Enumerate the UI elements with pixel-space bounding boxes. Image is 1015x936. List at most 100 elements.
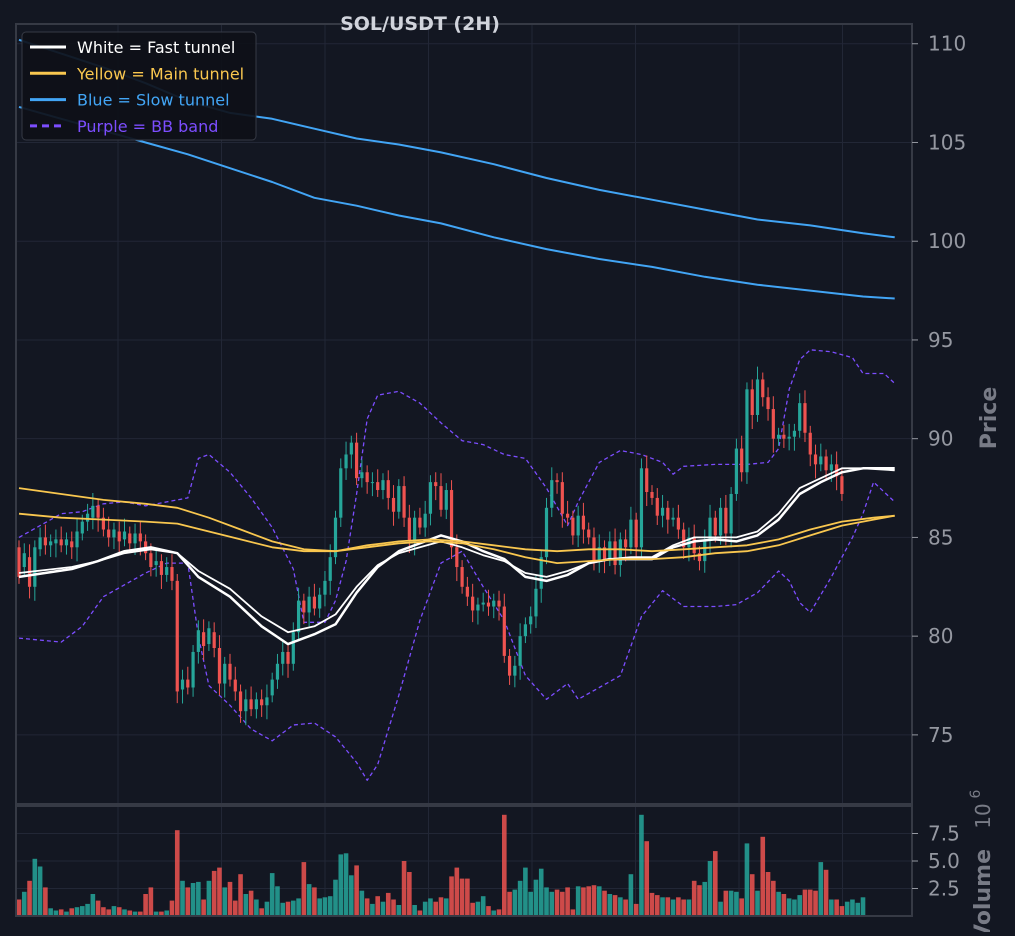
candle-body [471,596,475,611]
candle-body [486,602,491,607]
candle-body [544,507,549,558]
candle [639,458,644,559]
candle [344,441,348,480]
tunnel-lines-layer [18,38,895,646]
volume-bar [412,905,417,916]
candle-body [718,507,723,536]
volume-bar [818,862,824,916]
candle [175,573,179,704]
candle [154,548,158,577]
candle [101,507,105,537]
volume-bar [718,901,723,916]
candle [740,435,744,482]
candle [613,528,617,575]
candle [697,546,702,571]
legend: White = Fast tunnel Yellow = Main tunnel B… [21,31,257,141]
candle-body [64,539,69,546]
candle [54,529,58,558]
volume-bar [528,891,533,916]
volume-bar [138,911,143,916]
volume-bar [95,900,101,916]
candle-body [671,517,675,520]
candle-body [296,600,301,633]
candle [59,526,63,553]
volume-bar [69,908,75,916]
candle-body [386,480,390,498]
volume-bar [860,897,866,916]
candle-body [571,517,575,536]
volume-bar [64,911,69,916]
candle-body [777,434,781,439]
volume-bar [607,894,613,916]
candle [803,390,807,443]
volume-bar [343,853,349,916]
volume-bar [364,898,370,916]
volume-bar [786,898,792,916]
volume-bar [538,868,544,916]
candle-body [492,600,496,607]
volume-bar [443,898,449,916]
candle [777,427,781,446]
volume-bar [517,880,523,916]
candle-body [360,472,364,479]
volume-bar [813,890,818,916]
volume-scale-exponent: 6 [968,789,984,798]
volume-bar [291,900,296,916]
volume-bar [792,899,797,916]
candle-body [286,651,290,664]
volume-bar [549,891,555,916]
candle [750,379,754,430]
candle-body [697,553,702,562]
volume-bar [807,889,813,916]
volume-bar [43,887,48,916]
candle-body [328,557,332,581]
volume-bar [116,907,122,916]
candle-body [101,517,105,530]
legend-entry-label: Blue = Slow tunnel [77,91,230,110]
volume-bar [575,886,581,916]
candle-body [708,517,712,540]
candle-body [655,497,659,516]
volume-bar [196,881,201,916]
volume-bar [222,887,228,916]
candle-body [96,505,100,518]
volume-bar [27,880,32,916]
candle [645,455,649,507]
volume-bar [185,887,191,916]
candle [180,669,185,704]
volume-axis-label: Volume [971,849,996,932]
candle-body [323,580,327,595]
candle [333,510,338,565]
candle [159,554,164,589]
candle-body [260,699,264,706]
volume-bar [523,867,528,916]
volume-bar [312,887,317,916]
volume-tick-label: 2.5 [928,877,960,901]
volume-bar [322,897,328,916]
candle [497,590,501,621]
candle-body [761,379,765,398]
candle-body [54,539,58,544]
volume-bar [707,861,713,916]
price-tick-label: 100 [928,229,966,253]
candle-body [824,456,828,471]
volume-bar [201,899,206,916]
candle-body [613,541,617,566]
candle-body [107,529,111,538]
candle [708,504,712,554]
candle-body [513,665,517,676]
volume-bar [264,901,270,916]
candle [444,483,448,520]
volume-bar [232,900,238,916]
candle-body [402,486,406,518]
candle [112,522,116,550]
candle [602,540,607,574]
candle [75,518,79,562]
volume-bar [496,909,502,916]
volume-bar [132,911,138,916]
candle [824,449,828,480]
volume-tick-label: 5.0 [928,849,960,873]
volume-bar [734,891,739,916]
volume-bar [670,899,676,916]
